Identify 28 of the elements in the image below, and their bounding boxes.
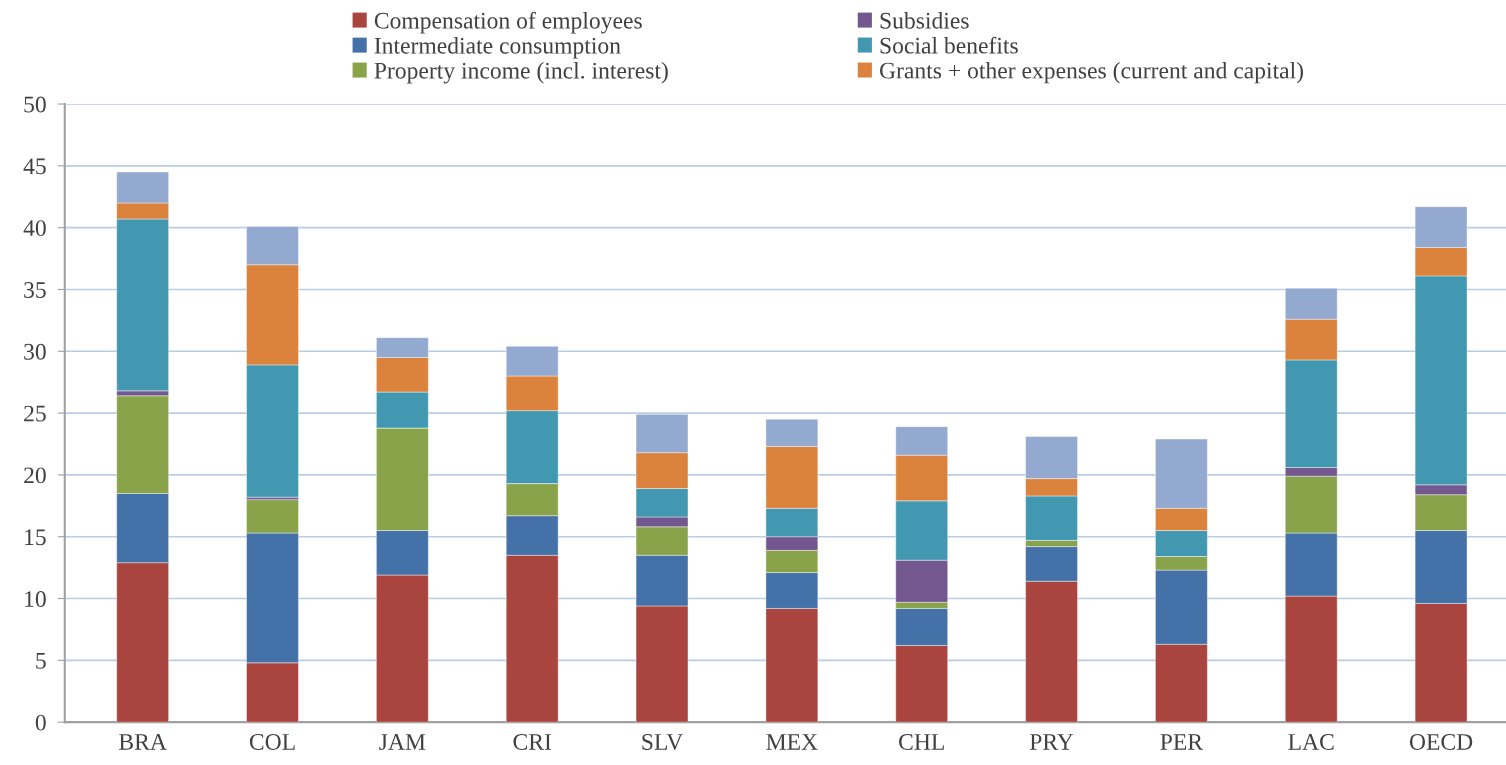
x-tick-label: PER bbox=[1160, 734, 1204, 750]
y-tick-label: 25 bbox=[24, 405, 46, 422]
legend-label: Intermediate consumption bbox=[374, 37, 621, 59]
y-tick-label: 40 bbox=[23, 220, 46, 237]
x-tick-label: COL bbox=[249, 734, 295, 750]
y-tick-label: 35 bbox=[24, 282, 46, 298]
x-tick-label: PRY bbox=[1029, 734, 1074, 750]
x-tick-label: MEX bbox=[766, 734, 818, 750]
y-tick-label: 45 bbox=[23, 158, 46, 175]
y-tick-label: 50 bbox=[24, 96, 46, 113]
x-tick-label: LAC bbox=[1288, 734, 1334, 750]
x-tick-label: OECD bbox=[1409, 734, 1473, 750]
legend-label: Social benefits bbox=[880, 36, 1018, 54]
x-tick-label: SLV bbox=[642, 734, 683, 751]
y-tick-label: 15 bbox=[25, 529, 46, 546]
legend-label: Grants + other expenses (current and capital) bbox=[879, 61, 1303, 84]
y-tick-label: 30 bbox=[24, 343, 46, 360]
y-tick-label: 5 bbox=[36, 653, 46, 669]
x-tick-label: BRA bbox=[119, 734, 167, 750]
y-tick-label: 20 bbox=[24, 467, 46, 484]
legend-label: Property income (incl. interest) bbox=[374, 62, 668, 84]
legend-label: Subsidies bbox=[880, 12, 969, 29]
y-tick-label: 0 bbox=[35, 714, 46, 731]
x-tick-label: JAM bbox=[379, 734, 426, 750]
legend-label: Compensation of employees bbox=[374, 11, 642, 34]
y-tick-label: 10 bbox=[25, 591, 46, 607]
x-tick-label: CRI bbox=[513, 734, 552, 750]
x-tick-label: CHL bbox=[899, 734, 944, 750]
